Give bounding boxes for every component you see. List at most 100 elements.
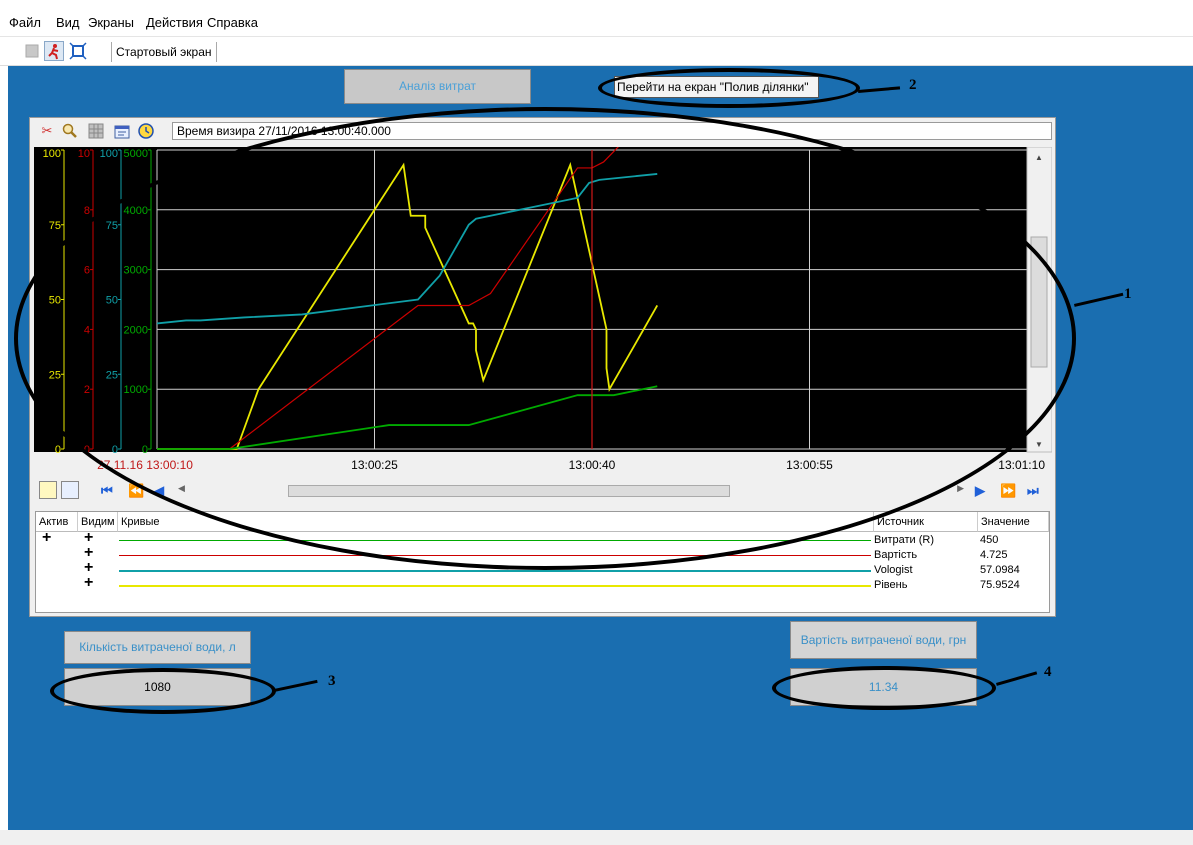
- zoom-icon[interactable]: [62, 123, 78, 139]
- annotation-number-3: 3: [328, 673, 336, 689]
- table-row[interactable]: + + Витрати (R) 450: [36, 529, 1049, 547]
- y-tick-label: 3000: [124, 265, 148, 277]
- col-header-active[interactable]: Актив: [36, 512, 78, 532]
- annotation-number-4: 4: [1044, 664, 1052, 680]
- visible-marker[interactable]: +: [84, 574, 94, 591]
- annotation-number-2: 2: [909, 77, 917, 93]
- table-row[interactable]: + Рівень 75.9524: [36, 574, 1049, 592]
- tab-start-screen[interactable]: Стартовый экран: [111, 42, 217, 62]
- y-tick-label: 75: [49, 220, 61, 232]
- curve-color-line: [119, 540, 871, 541]
- y-tick-label: 100: [43, 148, 61, 160]
- trend-toolbar: ✂ Время визира 27/11/2016 13:00:40.000: [30, 118, 1055, 145]
- water-cost-label: Вартість витраченої води, грн: [790, 621, 977, 659]
- curve-source: Рівень: [874, 579, 908, 591]
- curve-value: 450: [980, 534, 999, 546]
- series-line: [157, 161, 659, 450]
- y-tick-label: 25: [106, 369, 118, 381]
- y-tick-label: 0: [84, 444, 90, 456]
- cursor-tool-icon[interactable]: ✂: [41, 123, 53, 138]
- analysis-button[interactable]: Аналіз витрат: [344, 69, 531, 104]
- y-tick-label: 2: [84, 384, 90, 396]
- curve-source: Витрати (R): [874, 534, 935, 546]
- col-header-source[interactable]: Источник: [874, 512, 978, 532]
- series-line: [157, 385, 658, 450]
- time-navigation-bar: ⏮ ⏪ ◀ ◀ ▶ ▶ ⏩ ⏭: [30, 480, 1055, 502]
- y-tick-label: 0: [112, 444, 118, 456]
- svg-text:▲: ▲: [1035, 153, 1043, 162]
- add-curve-icon[interactable]: [39, 481, 57, 499]
- curve-list-icon[interactable]: [61, 481, 79, 499]
- col-header-curves[interactable]: Кривые: [118, 512, 874, 532]
- fullscreen-icon[interactable]: [68, 41, 88, 61]
- y-tick-label: 8: [84, 205, 90, 217]
- trend-panel: ✂ Время визира 27/11/2016 13:00:40.000 0…: [29, 117, 1056, 617]
- x-tick-label: 13:01:10: [998, 458, 1045, 472]
- menu-item[interactable]: Вид: [56, 15, 80, 30]
- y-tick-label: 4000: [124, 205, 148, 217]
- curve-value: 75.9524: [980, 579, 1020, 591]
- trend-chart[interactable]: 0255075100024681002550751000100020003000…: [34, 147, 1052, 477]
- goto-screen-button[interactable]: Перейти на екран "Полив ділянки": [614, 76, 819, 98]
- menu-item[interactable]: Справка: [207, 15, 258, 30]
- go-start-icon[interactable]: ⏮: [101, 483, 113, 498]
- y-tick-label: 0: [55, 444, 61, 456]
- curve-source: Вартість: [874, 549, 918, 561]
- curve-color-line: [119, 555, 871, 556]
- y-tick-label: 2000: [124, 324, 148, 336]
- y-tick-label: 25: [49, 369, 61, 381]
- y-tick-label: 10: [78, 148, 90, 160]
- active-marker[interactable]: +: [42, 529, 52, 546]
- y-tick-label: 50: [106, 295, 118, 307]
- time-scrollbar-thumb[interactable]: [288, 485, 730, 497]
- table-row[interactable]: + Вартість 4.725: [36, 544, 1049, 562]
- x-tick-label: 13:00:25: [351, 458, 398, 472]
- y-tick-label: 50: [49, 295, 61, 307]
- fast-back-icon[interactable]: ⏪: [128, 483, 145, 498]
- sight-time-field: Время визира 27/11/2016 13:00:40.000: [172, 122, 1052, 140]
- water-amount-label: Кількість витраченої води, л: [64, 631, 251, 664]
- grid-icon[interactable]: [88, 123, 104, 139]
- x-tick-label: 13:00:40: [569, 458, 616, 472]
- y-tick-label: 100: [100, 148, 118, 160]
- status-bar: [0, 830, 1193, 845]
- menu-item[interactable]: Действия: [146, 15, 203, 30]
- disabled-tool-icon[interactable]: [22, 41, 42, 61]
- x-tick-label: 13:00:55: [786, 458, 833, 472]
- y-tick-label: 5000: [124, 148, 148, 160]
- y-tick-label: 1000: [124, 384, 148, 396]
- toolbar: Стартовый экран: [0, 36, 1193, 66]
- y-tick-label: 6: [84, 265, 90, 277]
- clock-icon[interactable]: [138, 123, 154, 139]
- water-cost-value: 11.34: [790, 668, 977, 706]
- water-amount-value: 1080: [64, 668, 251, 706]
- step-forward-icon[interactable]: ▶: [975, 483, 985, 498]
- curves-table: Актив Видим Кривые Источник Значение + + В…: [35, 511, 1050, 613]
- fast-forward-icon[interactable]: ⏩: [1000, 483, 1017, 498]
- time-scrollbar[interactable]: ◀ ▶: [178, 483, 964, 497]
- menu-item[interactable]: Экраны: [88, 15, 135, 30]
- annotation-number-1: 1: [1124, 286, 1132, 302]
- curve-value: 57.0984: [980, 564, 1020, 576]
- series-line: [157, 147, 619, 450]
- run-mode-icon[interactable]: [44, 41, 64, 61]
- y-tick-label: 4: [84, 324, 90, 336]
- go-end-icon[interactable]: ⏭: [1027, 483, 1039, 498]
- step-back-icon[interactable]: ◀: [154, 483, 164, 498]
- x-tick-label: 27.11.16 13:00:10: [97, 458, 193, 472]
- col-header-visible[interactable]: Видим: [78, 512, 118, 532]
- curve-value: 4.725: [980, 549, 1008, 561]
- curve-color-line: [119, 570, 871, 572]
- properties-icon[interactable]: [114, 123, 130, 139]
- series-line: [156, 173, 658, 325]
- menu-item[interactable]: Файл: [9, 15, 41, 30]
- menu-bar: Файл Вид Экраны Действия Справка: [0, 0, 1193, 36]
- svg-text:▼: ▼: [1035, 440, 1043, 449]
- visible-marker[interactable]: +: [84, 529, 94, 546]
- curve-color-line: [119, 585, 871, 587]
- y-tick-label: 75: [106, 220, 118, 232]
- visible-marker[interactable]: +: [84, 544, 94, 561]
- y-tick-label: 0: [142, 444, 148, 456]
- table-row[interactable]: + Vologist 57.0984: [36, 560, 1049, 577]
- col-header-value[interactable]: Значение: [978, 512, 1049, 532]
